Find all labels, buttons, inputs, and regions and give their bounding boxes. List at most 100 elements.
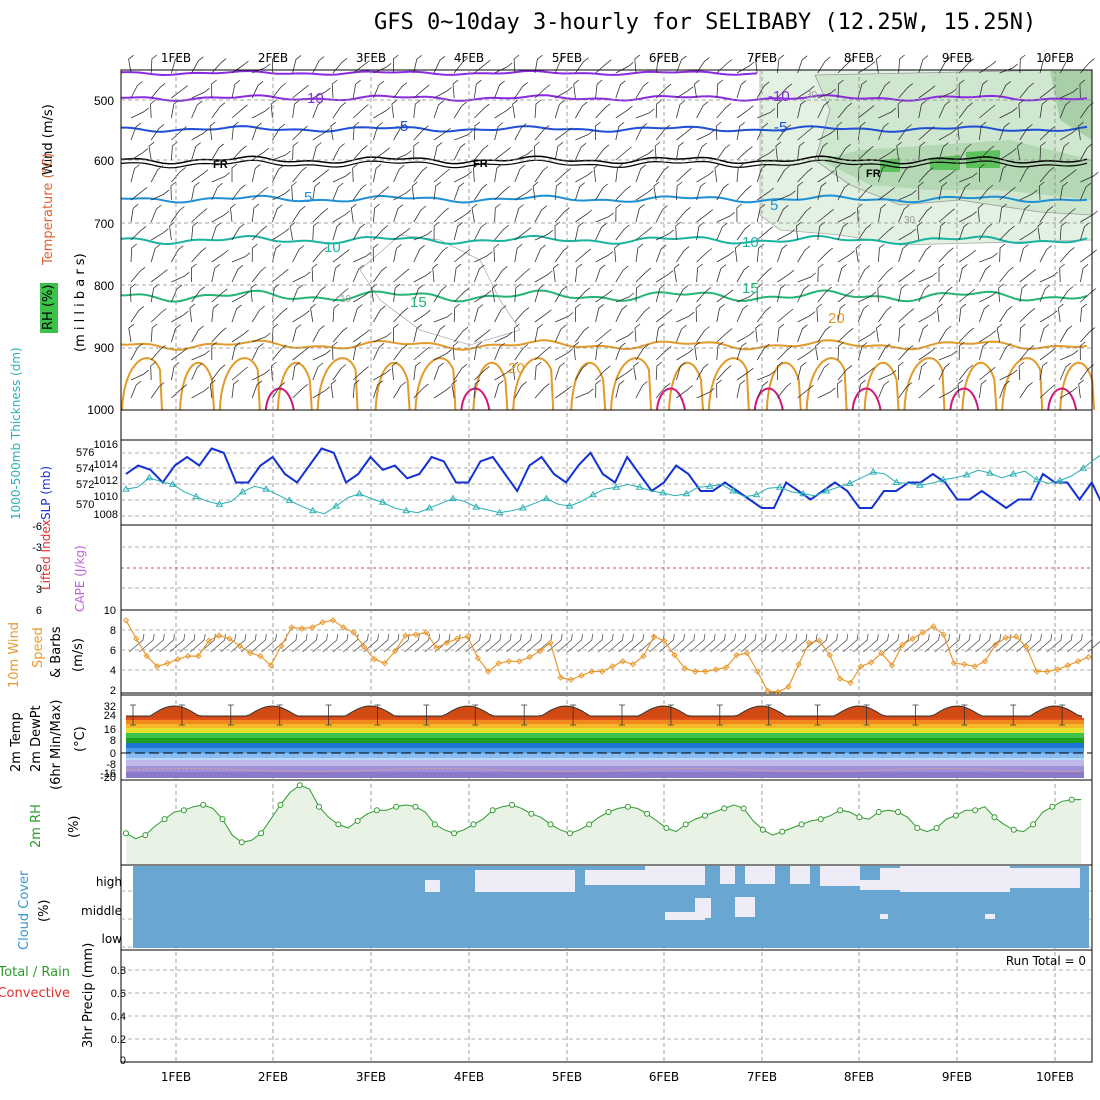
- wind-barb: [918, 384, 935, 399]
- wind-barb: [373, 147, 390, 161]
- wind-barb: [130, 369, 149, 381]
- wind-barb: [494, 224, 509, 241]
- wind-barb: [595, 304, 604, 323]
- wind-barb: [877, 283, 884, 303]
- wind10-barb: [1056, 633, 1073, 653]
- temp-contour-30: [949, 387, 980, 411]
- wind-barb: [289, 221, 296, 241]
- wind-barb: [817, 129, 836, 141]
- wind-barb: [575, 303, 581, 322]
- wind-barb: [312, 362, 324, 381]
- contour-label-20: 20: [508, 360, 525, 377]
- precip-tick: 0: [120, 1055, 126, 1067]
- wind-barb: [272, 54, 278, 74]
- wind-barb: [453, 182, 465, 201]
- wind-barb: [150, 82, 166, 99]
- wind-barb: [878, 107, 897, 119]
- wind10-point: [1074, 658, 1082, 665]
- cloud-clear: [745, 866, 775, 884]
- wind10-barb: [1087, 641, 1100, 653]
- wind10-barb: [771, 633, 787, 653]
- wind-barb: [979, 223, 993, 241]
- wind-barb: [816, 303, 823, 323]
- wind-barb: [312, 221, 319, 241]
- wind-barb: [756, 267, 772, 283]
- wind-barb: [494, 185, 510, 201]
- wind-barb: [392, 54, 399, 74]
- wind-barb: [696, 101, 709, 119]
- wind-barb: [413, 166, 428, 183]
- date-label: 5FEB: [552, 1070, 582, 1084]
- wind10-point: [743, 649, 751, 657]
- wind-barb: [635, 188, 653, 201]
- wind-barb: [373, 122, 383, 141]
- temp-contour-25: [961, 361, 998, 411]
- wind-barb: [1059, 386, 1078, 399]
- wind-barb: [635, 343, 649, 361]
- wind-barb: [1039, 384, 1056, 399]
- wind-barb: [1039, 206, 1054, 223]
- contour-label-10: 10: [324, 239, 341, 256]
- wind-barb: [191, 386, 210, 399]
- wind10-point: [226, 635, 233, 642]
- wind-barb: [716, 183, 729, 201]
- wind-barb: [150, 54, 158, 74]
- wind-barb: [918, 206, 933, 223]
- wind-barb: [1039, 347, 1057, 361]
- wind-barb: [251, 80, 264, 99]
- wind-barb: [837, 264, 847, 283]
- wind10-point: [1085, 653, 1092, 661]
- wind-barb: [777, 204, 789, 223]
- wind-barb: [696, 57, 710, 74]
- contour-label-15: 15: [742, 280, 759, 297]
- wind10-barb: [883, 633, 900, 653]
- thickness-point: [332, 502, 340, 509]
- temp-contour-25: [707, 357, 750, 411]
- wind-barb: [393, 243, 402, 263]
- wind-barb: [655, 165, 670, 183]
- wind-barb: [797, 85, 815, 99]
- wind10-barb: [954, 633, 971, 653]
- wind-barb: [999, 107, 1018, 119]
- wind-barb: [575, 248, 592, 263]
- wind-barb: [272, 165, 284, 183]
- wind-barb: [575, 170, 593, 183]
- wind-barb: [777, 361, 783, 381]
- wind-barb: [957, 121, 963, 141]
- wind-barb: [716, 144, 731, 161]
- wind10-barb: [567, 633, 583, 653]
- wind-barb: [655, 205, 668, 223]
- rh-ylabel: RH (%): [41, 285, 56, 330]
- wind-barb: [130, 122, 142, 141]
- wind-barb: [231, 291, 250, 303]
- rh2m-ylabel: 2m RH: [29, 804, 44, 848]
- wind-barb: [817, 221, 825, 241]
- wind-barb: [512, 361, 519, 381]
- rh-area-90: [880, 150, 1000, 172]
- wind-barb: [898, 244, 908, 263]
- wind-barb: [635, 267, 652, 283]
- wind-barb: [130, 380, 142, 399]
- wind-barb: [292, 324, 302, 343]
- wind10-point: [505, 658, 513, 665]
- wind-barb: [653, 181, 660, 201]
- wind-barb: [231, 145, 247, 161]
- wind-barb: [736, 342, 747, 361]
- wind-barb: [595, 183, 609, 201]
- wind10-barb: [1046, 633, 1063, 653]
- wind-barb: [1057, 303, 1064, 323]
- wind-barb: [312, 142, 322, 161]
- wind-barb: [150, 165, 164, 183]
- thickness-point: [939, 475, 948, 483]
- wind-barb: [615, 203, 622, 223]
- celsius-ylabel: (°C): [73, 726, 88, 752]
- contour-labels: -10 -10 -5 -5 FR FR FR 5 5 10 10 10 15 1…: [213, 88, 916, 377]
- wind10-barb: [220, 633, 237, 653]
- wind-barb: [312, 386, 331, 399]
- wind-barb: [474, 341, 482, 361]
- wind10-point: [733, 651, 740, 659]
- wind-barb: [736, 224, 751, 241]
- date-label: 2FEB: [258, 1070, 288, 1084]
- wind-barb: [231, 252, 251, 263]
- rh2m-point: [991, 814, 998, 821]
